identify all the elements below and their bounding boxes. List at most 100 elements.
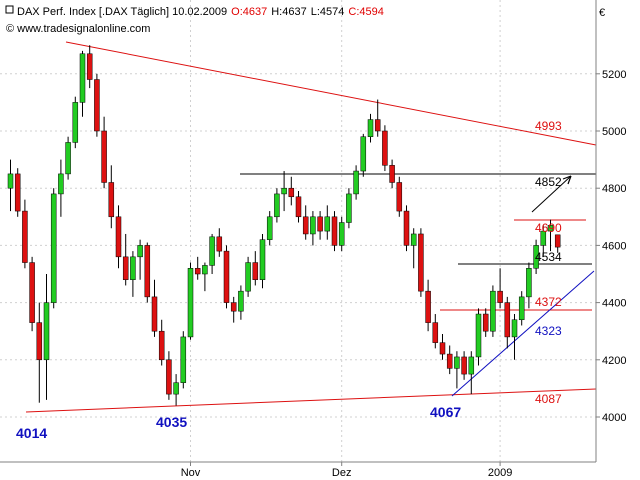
candle-body (58, 173, 64, 195)
candle-body (158, 330, 165, 361)
low-label-4014: 4014 (16, 425, 47, 441)
website-label: © www.tradesignalonline.com (6, 23, 150, 35)
candle-body (468, 356, 475, 375)
candle-body (389, 165, 395, 183)
level-label-4852: 4852 (535, 175, 562, 189)
header-close: C:4594 (348, 6, 383, 18)
candle-body (65, 142, 71, 175)
candle-body (223, 250, 230, 303)
candle-body (432, 322, 439, 343)
candle-body (216, 236, 223, 252)
candle-body (439, 342, 446, 355)
x-tick-label: 2009 (488, 467, 512, 479)
candle-body (288, 187, 295, 198)
y-tick-label: 4200 (602, 355, 626, 367)
y-tick-label: 5200 (602, 69, 626, 81)
candle-body (202, 265, 208, 275)
candle-body (281, 187, 287, 195)
candle-body (346, 193, 352, 223)
y-tick-label: 4800 (602, 183, 626, 195)
candle-body (504, 302, 511, 338)
candle-body (14, 173, 21, 212)
candle-body (108, 182, 115, 218)
low-labels: 4014 4035 4067 (16, 404, 461, 441)
header-title: DAX Perf. Index [.DAX Täglich] 10.02.200… (17, 6, 227, 18)
header-high: H:4637 (271, 6, 306, 18)
candle-body (144, 245, 151, 298)
rising-support-line (451, 270, 595, 397)
y-tick-label: 4400 (602, 298, 626, 310)
candle-body (338, 222, 345, 246)
candle-body (266, 216, 273, 240)
currency-label: € (599, 7, 605, 19)
candle-body (302, 216, 309, 235)
target-arrow-head (562, 175, 572, 185)
x-tick-label: Nov (181, 467, 201, 479)
candle-body (331, 216, 338, 246)
x-tick-label: Dez (332, 467, 352, 479)
candle-body (310, 216, 316, 235)
candle-body (482, 313, 489, 332)
candle-body (209, 236, 215, 266)
candle-body (130, 256, 136, 280)
candle-body (446, 353, 453, 369)
candle-body (122, 256, 129, 280)
candle-body (230, 302, 237, 312)
candle-body (151, 296, 158, 332)
candle-body (461, 356, 467, 375)
candle-body (115, 216, 122, 258)
candle-body (79, 53, 86, 103)
candle-body (245, 262, 251, 292)
candle-body (533, 245, 539, 269)
candle-body (101, 130, 107, 183)
candle-body (540, 230, 547, 246)
header-open: O:4637 (231, 6, 267, 18)
candle-body (94, 79, 100, 132)
candle-body (7, 173, 14, 189)
chart-header: DAX Perf. Index [.DAX Täglich] 10.02.200… (5, 5, 605, 35)
level-label-4372: 4372 (535, 295, 562, 309)
candle-body (454, 356, 460, 369)
candle-body (166, 359, 172, 395)
candle-body (490, 290, 496, 332)
candle-body (497, 290, 503, 303)
header-low: L:4574 (311, 6, 345, 18)
y-tick-label: 5000 (602, 126, 626, 138)
candle-body (418, 233, 424, 292)
candle-body (374, 119, 381, 132)
lower-support-line (25, 388, 597, 413)
header-marker (5, 5, 14, 14)
candle-body (367, 119, 374, 137)
candle-body (518, 296, 525, 321)
candle-body (554, 234, 561, 248)
grid-lines (0, 0, 596, 462)
candle-body (317, 216, 323, 232)
candle-body (353, 170, 359, 195)
candle-body (137, 245, 143, 258)
candle-body (360, 136, 367, 172)
website-text: www.tradesignalonline.com (16, 23, 150, 35)
level-label-4323: 4323 (535, 324, 562, 338)
candle-body (180, 336, 187, 383)
candle-body (36, 322, 43, 361)
candle-body (29, 262, 35, 323)
candle-body (526, 268, 532, 298)
candle-body (50, 193, 57, 303)
candle-body (187, 268, 194, 338)
candle-body (173, 382, 179, 395)
y-tick-label: 4000 (602, 412, 626, 424)
candle-body (22, 210, 28, 263)
candle-body (194, 268, 201, 275)
level-labels: 4993 4852 4690 4534 4372 4323 4087 (535, 119, 562, 406)
candle-body (238, 290, 244, 312)
level-label-4993: 4993 (535, 119, 562, 133)
candle-body (382, 130, 388, 166)
y-axis: 4000 4200 4400 4600 4800 5000 5200 (596, 69, 626, 424)
low-label-4035: 4035 (156, 414, 187, 430)
candle-body (547, 225, 554, 232)
candle-body (43, 302, 50, 361)
candles (7, 45, 561, 406)
candle-body (72, 102, 79, 143)
candle-body (511, 319, 518, 338)
